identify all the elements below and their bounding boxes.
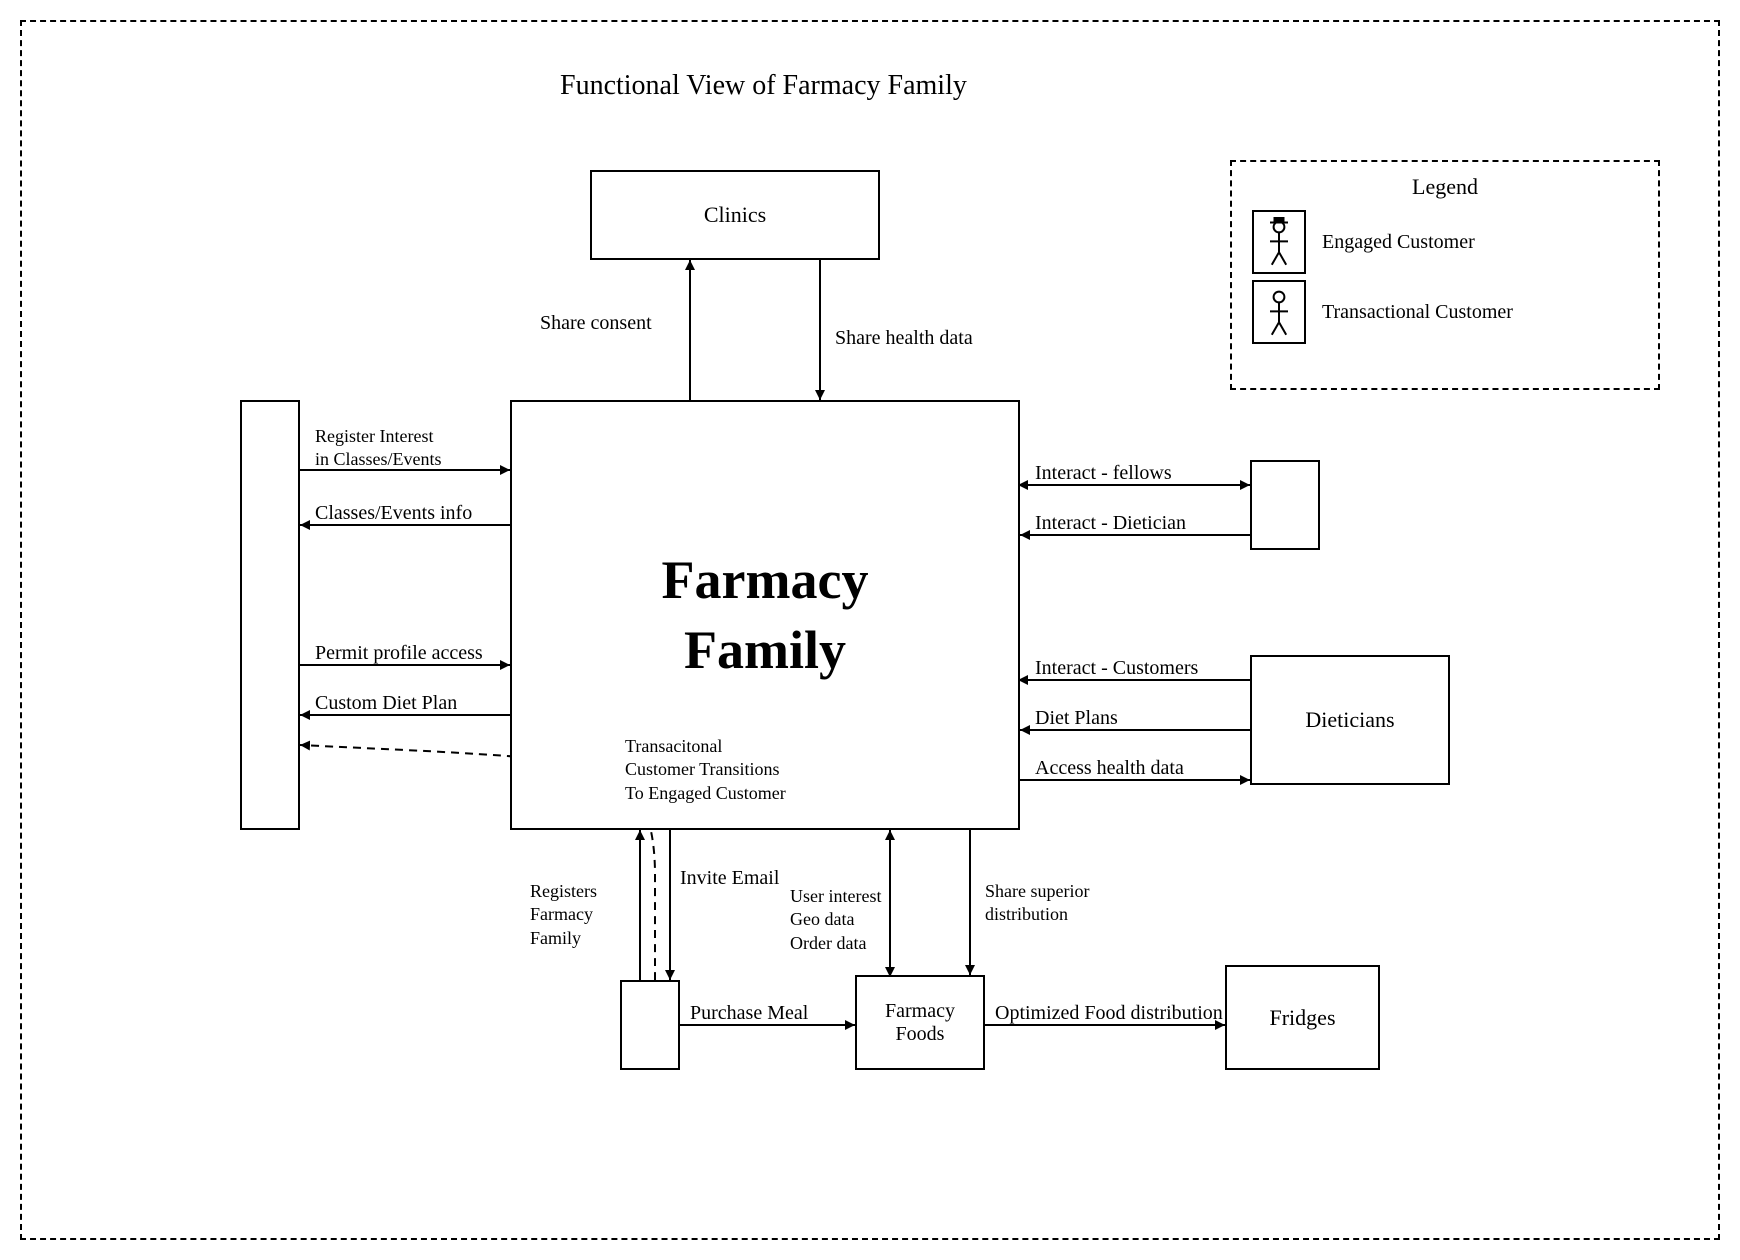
node-fridges: Fridges	[1225, 965, 1380, 1070]
edge-label: Interact - Customers	[1035, 655, 1198, 681]
legend-row-0: Engaged Customer	[1252, 210, 1638, 274]
edge-label: Interact - Dietician	[1035, 510, 1186, 536]
engaged-icon	[1252, 210, 1306, 274]
node-engaged_right	[1250, 460, 1320, 550]
edge-label: Invite Email	[680, 865, 779, 891]
node-farmacy_foods: FarmacyFoods	[855, 975, 985, 1070]
node-trans_customer	[620, 980, 680, 1070]
node-dieticians: Dieticians	[1250, 655, 1450, 785]
edge-label: Share health data	[835, 325, 973, 351]
legend-title: Legend	[1252, 174, 1638, 200]
edge-label: Transacitonal Customer Transitions To En…	[625, 735, 786, 805]
edge-label: Classes/Events info	[315, 500, 472, 526]
edge-label: Purchase Meal	[690, 1000, 808, 1026]
node-clinics: Clinics	[590, 170, 880, 260]
legend: Legend Engaged Customer Transactional Cus…	[1230, 160, 1660, 390]
edge-label: Access health data	[1035, 755, 1184, 781]
edge-label: User interest Geo data Order data	[790, 885, 881, 955]
edge-label: Diet Plans	[1035, 705, 1118, 731]
legend-row-1: Transactional Customer	[1252, 280, 1638, 344]
transactional-icon	[1252, 280, 1306, 344]
edge-label: Interact - fellows	[1035, 460, 1172, 486]
edge-label: Registers Farmacy Family	[530, 880, 597, 950]
node-engaged_left	[240, 400, 300, 830]
edge-label: Share consent	[540, 310, 652, 336]
edge-label: Register Interest in Classes/Events	[315, 425, 442, 472]
edge-label: Share superior distribution	[985, 880, 1089, 927]
diagram-canvas: Functional View of Farmacy Family Clinic…	[0, 0, 1740, 1260]
legend-label: Transactional Customer	[1322, 301, 1513, 324]
edge-label: Optimized Food distribution	[995, 1000, 1223, 1026]
edge-label: Permit profile access	[315, 640, 483, 666]
edge-label: Custom Diet Plan	[315, 690, 457, 716]
legend-label: Engaged Customer	[1322, 231, 1475, 254]
diagram-title: Functional View of Farmacy Family	[560, 70, 967, 102]
